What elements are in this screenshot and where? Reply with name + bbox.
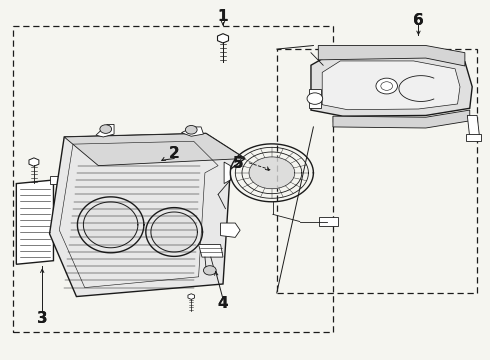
Text: 4: 4 <box>218 296 228 311</box>
Polygon shape <box>218 34 228 43</box>
Polygon shape <box>311 53 472 116</box>
Polygon shape <box>83 202 138 248</box>
Circle shape <box>203 266 216 275</box>
Polygon shape <box>224 162 230 184</box>
Circle shape <box>100 125 112 134</box>
Polygon shape <box>64 134 245 166</box>
Polygon shape <box>96 125 114 137</box>
Polygon shape <box>49 134 245 297</box>
Bar <box>277 49 477 293</box>
Polygon shape <box>188 294 195 300</box>
Bar <box>319 217 338 226</box>
Polygon shape <box>220 223 240 237</box>
Bar <box>13 26 333 332</box>
Polygon shape <box>29 158 39 166</box>
Polygon shape <box>181 127 203 136</box>
Text: 2: 2 <box>169 145 179 161</box>
Polygon shape <box>309 89 321 108</box>
Text: 3: 3 <box>37 311 48 325</box>
Polygon shape <box>249 157 294 189</box>
Polygon shape <box>151 212 197 252</box>
Text: 2: 2 <box>169 145 179 161</box>
Polygon shape <box>16 180 53 264</box>
Circle shape <box>307 93 323 104</box>
Text: 1: 1 <box>218 9 228 24</box>
Polygon shape <box>322 61 460 110</box>
Text: 5: 5 <box>232 156 243 171</box>
Polygon shape <box>198 244 223 257</box>
Text: 4: 4 <box>218 296 228 311</box>
Text: 3: 3 <box>37 311 48 325</box>
Text: 6: 6 <box>413 13 424 28</box>
Polygon shape <box>333 110 470 128</box>
Circle shape <box>376 78 397 94</box>
Polygon shape <box>49 176 62 184</box>
Polygon shape <box>318 45 465 66</box>
Polygon shape <box>467 116 480 138</box>
Text: 6: 6 <box>413 13 424 28</box>
Bar <box>466 134 481 141</box>
Circle shape <box>185 126 197 134</box>
Text: 5: 5 <box>232 156 243 171</box>
Text: 1: 1 <box>218 9 228 24</box>
